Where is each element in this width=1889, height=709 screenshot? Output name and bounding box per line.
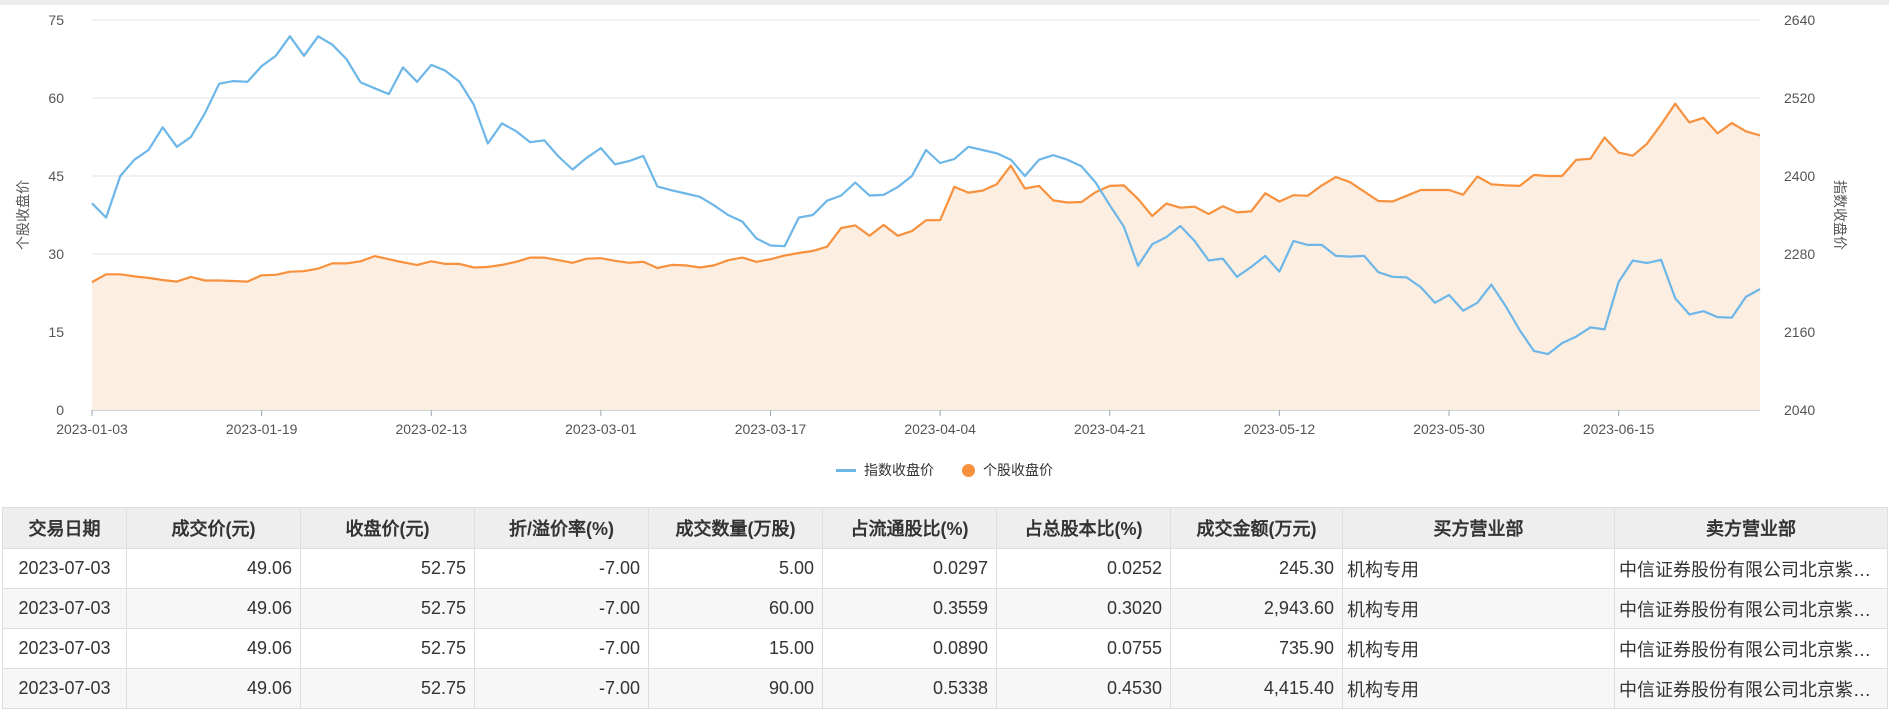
- cell-seller: 中信证券股份有限公司北京紫…: [1614, 588, 1888, 629]
- x-tick-label: 2023-02-13: [395, 421, 467, 437]
- column-header[interactable]: 卖方营业部: [1614, 507, 1888, 549]
- cell-date: 2023-07-03: [2, 668, 127, 709]
- x-tick-label: 2023-04-21: [1074, 421, 1146, 437]
- x-tick-label: 2023-04-04: [904, 421, 976, 437]
- cell-premium-rate: -7.00: [474, 548, 649, 589]
- y-tick-label-right: 2520: [1784, 90, 1815, 106]
- column-header[interactable]: 折/溢价率(%): [474, 507, 649, 549]
- y-tick-label-right: 2280: [1784, 246, 1815, 262]
- table-row: 2023-07-03 49.06 52.75 -7.00 5.00 0.0297…: [2, 548, 1888, 589]
- x-tick-label: 2023-06-15: [1583, 421, 1655, 437]
- y-tick-label-left: 30: [48, 246, 64, 262]
- column-header[interactable]: 成交价(元): [126, 507, 301, 549]
- table-header-row: 交易日期 成交价(元) 收盘价(元) 折/溢价率(%) 成交数量(万股) 占流通…: [2, 507, 1888, 549]
- y-axis-title-left: 个股收盘价: [15, 180, 31, 250]
- cell-premium-rate: -7.00: [474, 668, 649, 709]
- y-tick-label-left: 15: [48, 324, 64, 340]
- cell-date: 2023-07-03: [2, 548, 127, 589]
- cell-deal-price: 49.06: [126, 628, 301, 669]
- x-tick-label: 2023-01-03: [56, 421, 128, 437]
- cell-seller: 中信证券股份有限公司北京紫…: [1614, 668, 1888, 709]
- cell-buyer: 机构专用: [1342, 628, 1615, 669]
- cell-deal-price: 49.06: [126, 588, 301, 629]
- x-tick-label: 2023-05-30: [1413, 421, 1485, 437]
- y-tick-label-right: 2640: [1784, 12, 1815, 28]
- cell-buyer: 机构专用: [1342, 588, 1615, 629]
- y-tick-label-right: 2160: [1784, 324, 1815, 340]
- cell-float-ratio: 0.5338: [822, 668, 997, 709]
- block-trade-table: 交易日期 成交价(元) 收盘价(元) 折/溢价率(%) 成交数量(万股) 占流通…: [2, 507, 1888, 709]
- column-header[interactable]: 占流通股比(%): [822, 507, 997, 549]
- x-tick-label: 2023-03-17: [735, 421, 807, 437]
- cell-buyer: 机构专用: [1342, 668, 1615, 709]
- cell-premium-rate: -7.00: [474, 628, 649, 669]
- cell-total-ratio: 0.4530: [996, 668, 1171, 709]
- column-header[interactable]: 买方营业部: [1342, 507, 1615, 549]
- x-tick-label: 2023-05-12: [1244, 421, 1316, 437]
- y-tick-label-left: 0: [56, 402, 64, 418]
- cell-volume: 60.00: [648, 588, 823, 629]
- cell-deal-price: 49.06: [126, 548, 301, 589]
- cell-close-price: 52.75: [300, 548, 475, 589]
- x-tick-label: 2023-03-01: [565, 421, 637, 437]
- cell-amount: 2,943.60: [1170, 588, 1343, 629]
- y-tick-label-left: 60: [48, 90, 64, 106]
- legend-label-stock: 个股收盘价: [983, 462, 1053, 478]
- cell-float-ratio: 0.0297: [822, 548, 997, 589]
- legend-item-stock[interactable]: 个股收盘价: [962, 460, 1053, 480]
- cell-float-ratio: 0.0890: [822, 628, 997, 669]
- table-row: 2023-07-03 49.06 52.75 -7.00 90.00 0.533…: [2, 668, 1888, 709]
- cell-close-price: 52.75: [300, 628, 475, 669]
- cell-deal-price: 49.06: [126, 668, 301, 709]
- line-swatch-icon: [836, 468, 856, 472]
- cell-volume: 90.00: [648, 668, 823, 709]
- cell-total-ratio: 0.0755: [996, 628, 1171, 669]
- cell-amount: 735.90: [1170, 628, 1343, 669]
- cell-premium-rate: -7.00: [474, 588, 649, 629]
- x-tick-label: 2023-01-19: [226, 421, 298, 437]
- column-header[interactable]: 成交数量(万股): [648, 507, 823, 549]
- cell-date: 2023-07-03: [2, 588, 127, 629]
- column-header[interactable]: 成交金额(万元): [1170, 507, 1343, 549]
- stock-index-chart: 0 15 30 45 60 75 2040 2160 2280 2400 2520 2640 个股收盘价…: [15, 12, 1848, 437]
- cell-total-ratio: 0.0252: [996, 548, 1171, 589]
- column-header[interactable]: 收盘价(元): [300, 507, 475, 549]
- cell-float-ratio: 0.3559: [822, 588, 997, 629]
- y-tick-label-right: 2400: [1784, 168, 1815, 184]
- table-row: 2023-07-03 49.06 52.75 -7.00 60.00 0.355…: [2, 588, 1888, 629]
- series-line-stock: [91, 102, 1761, 284]
- y-tick-label-right: 2040: [1784, 402, 1815, 418]
- cell-amount: 4,415.40: [1170, 668, 1343, 709]
- cell-seller: 中信证券股份有限公司北京紫…: [1614, 548, 1888, 589]
- series-line-index: [91, 35, 1761, 356]
- table-row: 2023-07-03 49.06 52.75 -7.00 15.00 0.089…: [2, 628, 1888, 669]
- y-tick-label-left: 45: [48, 168, 64, 184]
- y-axis-title-right: 指数收盘价: [1832, 180, 1848, 250]
- y-tick-label-left: 75: [48, 12, 64, 28]
- cell-buyer: 机构专用: [1342, 548, 1615, 589]
- column-header[interactable]: 交易日期: [2, 507, 127, 549]
- cell-volume: 5.00: [648, 548, 823, 589]
- cell-total-ratio: 0.3020: [996, 588, 1171, 629]
- cell-volume: 15.00: [648, 628, 823, 669]
- top-border: [0, 0, 1889, 5]
- cell-seller: 中信证券股份有限公司北京紫…: [1614, 628, 1888, 669]
- chart-legend: 指数收盘价 个股收盘价: [0, 455, 1889, 485]
- legend-label-index: 指数收盘价: [864, 462, 934, 478]
- cell-close-price: 52.75: [300, 588, 475, 629]
- column-header[interactable]: 占总股本比(%): [996, 507, 1171, 549]
- dot-swatch-icon: [962, 463, 975, 477]
- cell-date: 2023-07-03: [2, 628, 127, 669]
- cell-close-price: 52.75: [300, 668, 475, 709]
- legend-item-index[interactable]: 指数收盘价: [836, 460, 934, 480]
- cell-amount: 245.30: [1170, 548, 1343, 589]
